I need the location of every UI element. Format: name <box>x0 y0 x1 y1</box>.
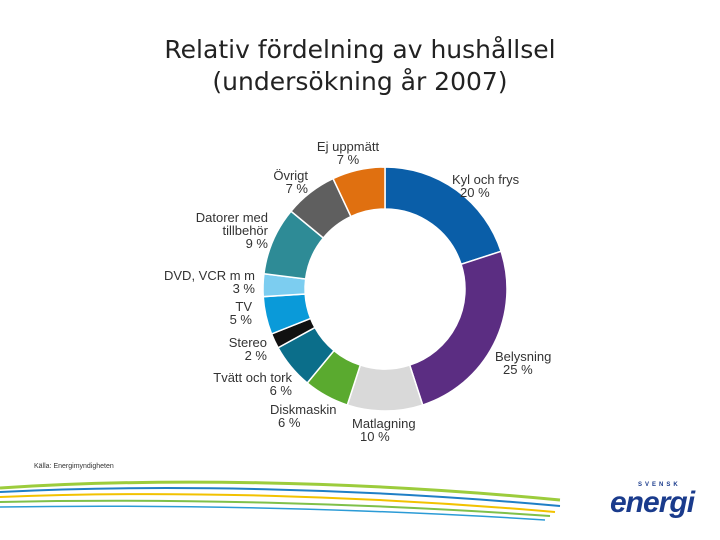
slice-value-label: 2 % <box>245 348 268 363</box>
slice-value-label: 6 % <box>270 383 293 398</box>
slice-value-label: 5 % <box>230 312 253 327</box>
donut-chart: Kyl och frys 20 % Belysning 25 % Matlagning 1… <box>164 139 551 444</box>
slice-label: TV 5 % <box>230 299 253 327</box>
slice-value-label: 9 % <box>246 236 269 251</box>
chart-title-line1: Relativ fördelning av hushållsel <box>164 35 556 64</box>
slice-value-label: 3 % <box>233 281 256 296</box>
slice-label: Övrigt 7 % <box>273 168 308 196</box>
logo-main-text: energi <box>610 486 695 519</box>
slice-belysning <box>408 250 508 406</box>
slice-label: Datorer med tillbehör 9 % <box>196 210 269 251</box>
logo-top-text: SVENSK <box>638 482 681 488</box>
slice-label: Tvätt och tork 6 % <box>213 370 292 398</box>
slice-value-label: 7 % <box>337 152 360 167</box>
slice-label: Ej uppmätt 7 % <box>317 139 380 167</box>
chart-title-line2: (undersökning år 2007) <box>212 67 508 96</box>
slice-label: Matlagning 10 % <box>352 416 416 444</box>
slice-label: Stereo 2 % <box>229 335 268 363</box>
slice-label: Belysning 25 % <box>495 349 551 377</box>
source-note: Källa: Energimyndigheten <box>34 463 114 470</box>
slice-value-label: 20 % <box>460 185 490 200</box>
slice-label: Kyl och frys 20 % <box>452 172 520 200</box>
slice-value-label: 7 % <box>286 181 309 196</box>
slice-value-label: 10 % <box>360 429 390 444</box>
svensk-energi-logo: SVENSK energi <box>610 480 695 525</box>
chart-title: Relativ fördelning av hushållsel (unders… <box>0 34 720 98</box>
slice-ej-uppmätt <box>332 166 386 218</box>
slice-value-label: 25 % <box>503 362 533 377</box>
slice-label: Diskmaskin 6 % <box>270 402 336 430</box>
slice-value-label: 6 % <box>278 415 301 430</box>
decorative-swoosh <box>0 480 561 521</box>
